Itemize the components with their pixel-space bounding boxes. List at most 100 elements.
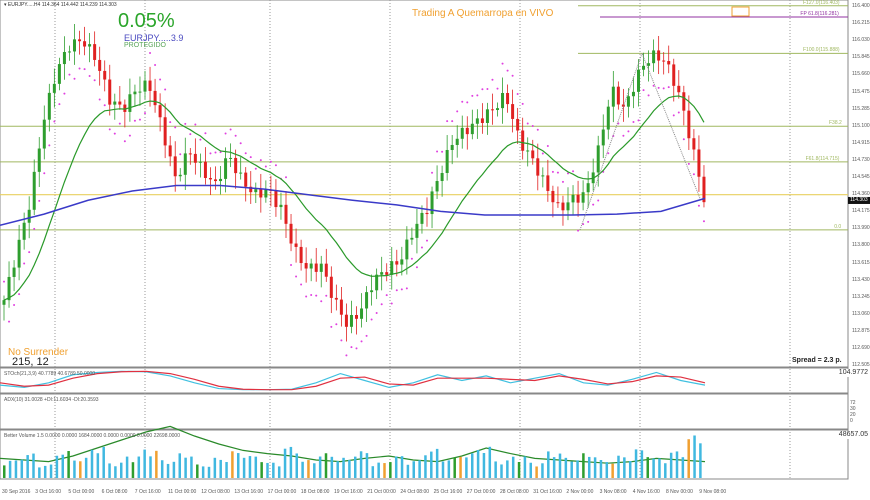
volume-bar bbox=[687, 439, 690, 478]
volume-bar bbox=[383, 463, 386, 478]
candle-body bbox=[637, 69, 640, 92]
candle-body bbox=[370, 290, 374, 293]
volume-bar bbox=[441, 461, 445, 478]
candle-body bbox=[455, 138, 459, 145]
y-tick-label: 113.990 bbox=[852, 225, 870, 232]
psar-dot bbox=[194, 123, 197, 126]
y-tick-label: 113.800 bbox=[852, 242, 870, 249]
psar-dot bbox=[179, 153, 182, 156]
psar-dot bbox=[426, 239, 428, 242]
psar-dot bbox=[471, 94, 474, 97]
psar-dot bbox=[295, 275, 298, 278]
psar-dot bbox=[466, 101, 469, 104]
candle-body bbox=[611, 86, 615, 107]
adx-label: ADX(10) 31.0028 +DI:11.6034 -DI:20.3593 bbox=[4, 397, 99, 403]
volume-bar bbox=[669, 452, 673, 478]
fib-label: F61.8(114.715) bbox=[805, 155, 840, 162]
psar-dot bbox=[149, 51, 152, 54]
psar-dot bbox=[224, 132, 227, 135]
volume-bar bbox=[529, 462, 532, 478]
candle-body bbox=[73, 39, 76, 52]
volume-bar bbox=[488, 446, 492, 478]
y-tick-label: 113.060 bbox=[852, 310, 870, 317]
volume-bar bbox=[84, 457, 88, 478]
candle-body bbox=[32, 171, 36, 210]
candle-body bbox=[445, 149, 449, 173]
candle-body bbox=[214, 179, 217, 182]
volume-bar bbox=[38, 467, 41, 478]
fib-label: F127.0(116.403) bbox=[803, 0, 840, 6]
candle-body bbox=[27, 209, 31, 223]
psar-dot bbox=[642, 89, 645, 92]
candle-body bbox=[203, 161, 207, 179]
volume-bar bbox=[400, 456, 404, 478]
volume-bar bbox=[114, 466, 117, 478]
volume-bar bbox=[634, 449, 638, 478]
x-tick-label: 11 Oct 00:00 bbox=[168, 489, 197, 495]
candle-body bbox=[385, 272, 389, 275]
volume-bar bbox=[582, 453, 585, 478]
volume-bar bbox=[348, 459, 351, 478]
volume-bar bbox=[611, 463, 614, 478]
psar-dot bbox=[103, 104, 106, 107]
psar-dot bbox=[325, 294, 328, 297]
candle-body bbox=[496, 108, 499, 111]
volume-bar bbox=[511, 456, 515, 478]
psar-dot bbox=[93, 79, 96, 82]
volume-bar bbox=[166, 463, 170, 478]
psar-dot bbox=[305, 295, 308, 298]
psar-dot bbox=[451, 120, 454, 123]
x-tick-label: 21 Oct 00:00 bbox=[367, 489, 396, 495]
psar-dot bbox=[637, 119, 640, 122]
candle-body bbox=[304, 263, 308, 269]
candle-body bbox=[465, 127, 469, 135]
volume-bar bbox=[342, 457, 345, 478]
x-tick-label: 19 Oct 16:00 bbox=[334, 489, 363, 495]
psar-dot bbox=[607, 152, 610, 155]
adx-line bbox=[0, 425, 706, 464]
volume-bar bbox=[32, 453, 35, 478]
candle-body bbox=[531, 150, 535, 159]
volume-bar bbox=[207, 466, 211, 478]
candle-body bbox=[143, 80, 147, 92]
candle-body bbox=[103, 70, 107, 80]
y-tick-label: 116.215 bbox=[852, 20, 870, 27]
psar-dot bbox=[199, 138, 202, 141]
adx-pane bbox=[0, 393, 849, 430]
psar-dot bbox=[259, 159, 262, 162]
candle-body bbox=[692, 138, 696, 150]
psar-dot bbox=[370, 318, 373, 321]
candle-body bbox=[642, 65, 646, 70]
psar-dot bbox=[78, 67, 81, 70]
candle-body bbox=[7, 276, 11, 301]
candle-body bbox=[158, 105, 162, 118]
x-tick-label: 8 Nov 00:00 bbox=[666, 489, 693, 495]
volume-bar bbox=[155, 450, 158, 478]
volume-bar bbox=[336, 461, 339, 478]
candle-body bbox=[526, 150, 530, 152]
psar-dot bbox=[73, 77, 76, 80]
psar-dot bbox=[154, 63, 157, 66]
volume-bar bbox=[55, 455, 59, 478]
psar-dot bbox=[184, 122, 187, 125]
psar-dot bbox=[13, 303, 16, 306]
candle-body bbox=[153, 90, 157, 106]
volume-bar bbox=[225, 462, 228, 478]
candle-body bbox=[324, 263, 328, 277]
volume-bar bbox=[143, 449, 146, 478]
candle-body bbox=[460, 127, 464, 139]
volume-bar bbox=[201, 466, 205, 478]
volume-bar bbox=[465, 457, 468, 478]
candle-body bbox=[697, 149, 701, 177]
volume-bar bbox=[359, 451, 363, 478]
volume-bar bbox=[242, 457, 246, 478]
psar-dot bbox=[274, 164, 277, 167]
volume-bar bbox=[254, 456, 258, 478]
candle-body bbox=[566, 202, 570, 211]
volume-bar bbox=[394, 456, 398, 478]
volume-bar bbox=[237, 453, 240, 478]
volume-bar bbox=[588, 456, 591, 478]
psar-dot bbox=[400, 288, 403, 291]
